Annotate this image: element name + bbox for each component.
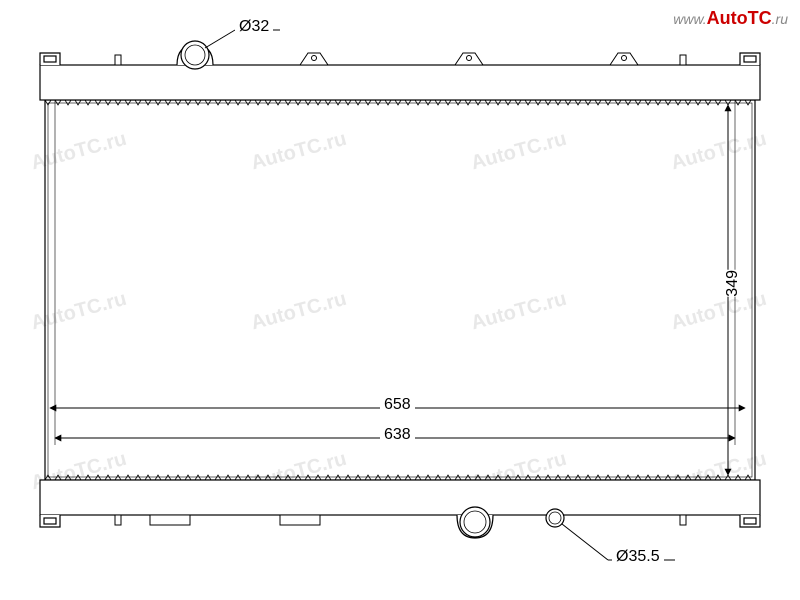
- dim-width-outer: 658: [380, 396, 415, 414]
- logo-main: AutoTC: [707, 8, 772, 28]
- logo-suffix: .ru: [772, 11, 788, 27]
- dim-bottom-port: Ø35.5: [612, 548, 664, 566]
- dim-height: 349: [720, 270, 746, 297]
- drawing-canvas: AutoTC.ru AutoTC.ru AutoTC.ru AutoTC.ru …: [0, 0, 800, 600]
- dim-top-port: Ø32: [235, 18, 273, 36]
- dim-width-inner: 638: [380, 426, 415, 444]
- logo-prefix: www.: [673, 11, 706, 27]
- radiator-drawing: [0, 0, 800, 600]
- source-logo: www.AutoTC.ru: [673, 8, 788, 29]
